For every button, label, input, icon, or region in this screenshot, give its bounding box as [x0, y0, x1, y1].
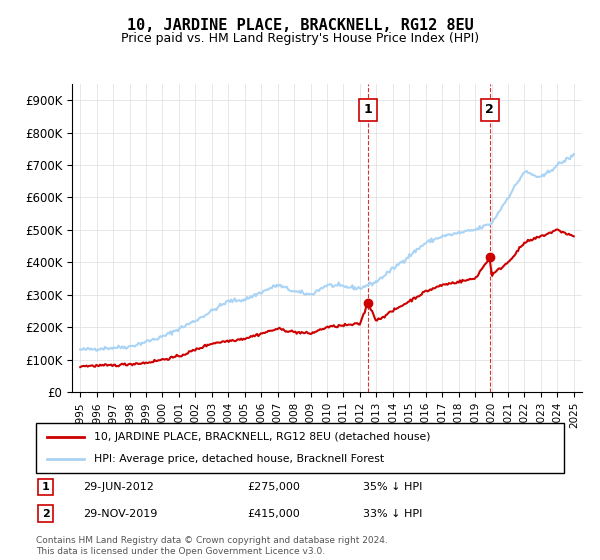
Text: 29-JUN-2012: 29-JUN-2012: [83, 482, 154, 492]
Text: 2: 2: [485, 104, 494, 116]
Text: £415,000: £415,000: [247, 508, 300, 519]
Text: £275,000: £275,000: [247, 482, 300, 492]
Text: 1: 1: [364, 104, 373, 116]
Text: 35% ↓ HPI: 35% ↓ HPI: [364, 482, 423, 492]
Text: 2: 2: [41, 508, 49, 519]
Text: 33% ↓ HPI: 33% ↓ HPI: [364, 508, 423, 519]
Text: 29-NOV-2019: 29-NOV-2019: [83, 508, 158, 519]
Text: 1: 1: [41, 482, 49, 492]
Text: Contains HM Land Registry data © Crown copyright and database right 2024.
This d: Contains HM Land Registry data © Crown c…: [36, 536, 388, 556]
Text: 10, JARDINE PLACE, BRACKNELL, RG12 8EU (detached house): 10, JARDINE PLACE, BRACKNELL, RG12 8EU (…: [94, 432, 431, 442]
Text: HPI: Average price, detached house, Bracknell Forest: HPI: Average price, detached house, Brac…: [94, 454, 384, 464]
Text: Price paid vs. HM Land Registry's House Price Index (HPI): Price paid vs. HM Land Registry's House …: [121, 32, 479, 45]
Text: 10, JARDINE PLACE, BRACKNELL, RG12 8EU: 10, JARDINE PLACE, BRACKNELL, RG12 8EU: [127, 18, 473, 33]
